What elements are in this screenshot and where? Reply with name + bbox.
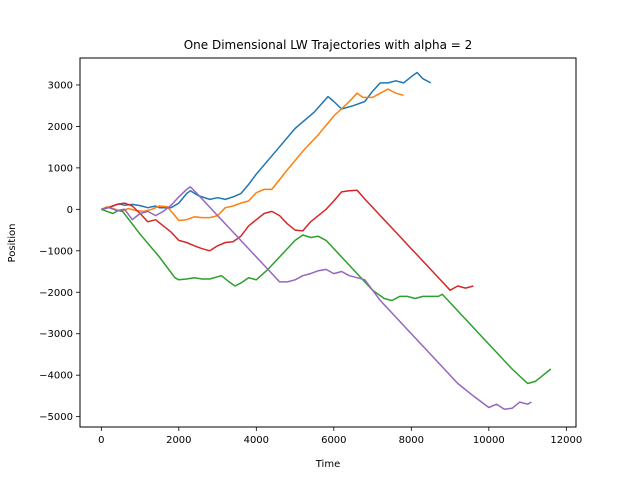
series-line-2: [101, 88, 404, 222]
x-axis-label: Time: [315, 459, 340, 470]
y-tick-label: −4000: [39, 371, 73, 382]
y-tick-label: −1000: [39, 246, 73, 257]
y-axis: −5000 −4000 −3000 −2000 −1000 0 1000 2000 3000: [39, 80, 80, 423]
y-tick-label: 0: [67, 205, 73, 216]
x-tick-label: 8000: [399, 435, 424, 446]
y-tick-label: −5000: [39, 412, 73, 423]
y-tick-label: −2000: [39, 288, 73, 299]
y-axis-label: Position: [7, 224, 18, 263]
y-tick-label: 2000: [48, 122, 73, 133]
axes-frame: [79, 57, 577, 428]
series-line-1: [101, 71, 432, 211]
y-tick-label: 3000: [48, 80, 73, 91]
chart-title: One Dimensional LW Trajectories with alp…: [184, 38, 473, 52]
x-tick-label: 10000: [473, 435, 505, 446]
x-tick-label: 12000: [550, 435, 582, 446]
x-tick-label: 6000: [321, 435, 346, 446]
series-lines: [101, 71, 552, 410]
x-tick-label: 2000: [166, 435, 191, 446]
y-tick-label: 1000: [48, 163, 73, 174]
x-axis: 0 2000 4000 6000 8000 10000 12000: [98, 427, 582, 446]
series-line-3: [101, 208, 552, 385]
x-tick-label: 4000: [244, 435, 269, 446]
x-tick-label: 0: [98, 435, 104, 446]
series-line-5: [101, 186, 532, 410]
series-line-4: [101, 189, 474, 291]
y-tick-label: −3000: [39, 329, 73, 340]
